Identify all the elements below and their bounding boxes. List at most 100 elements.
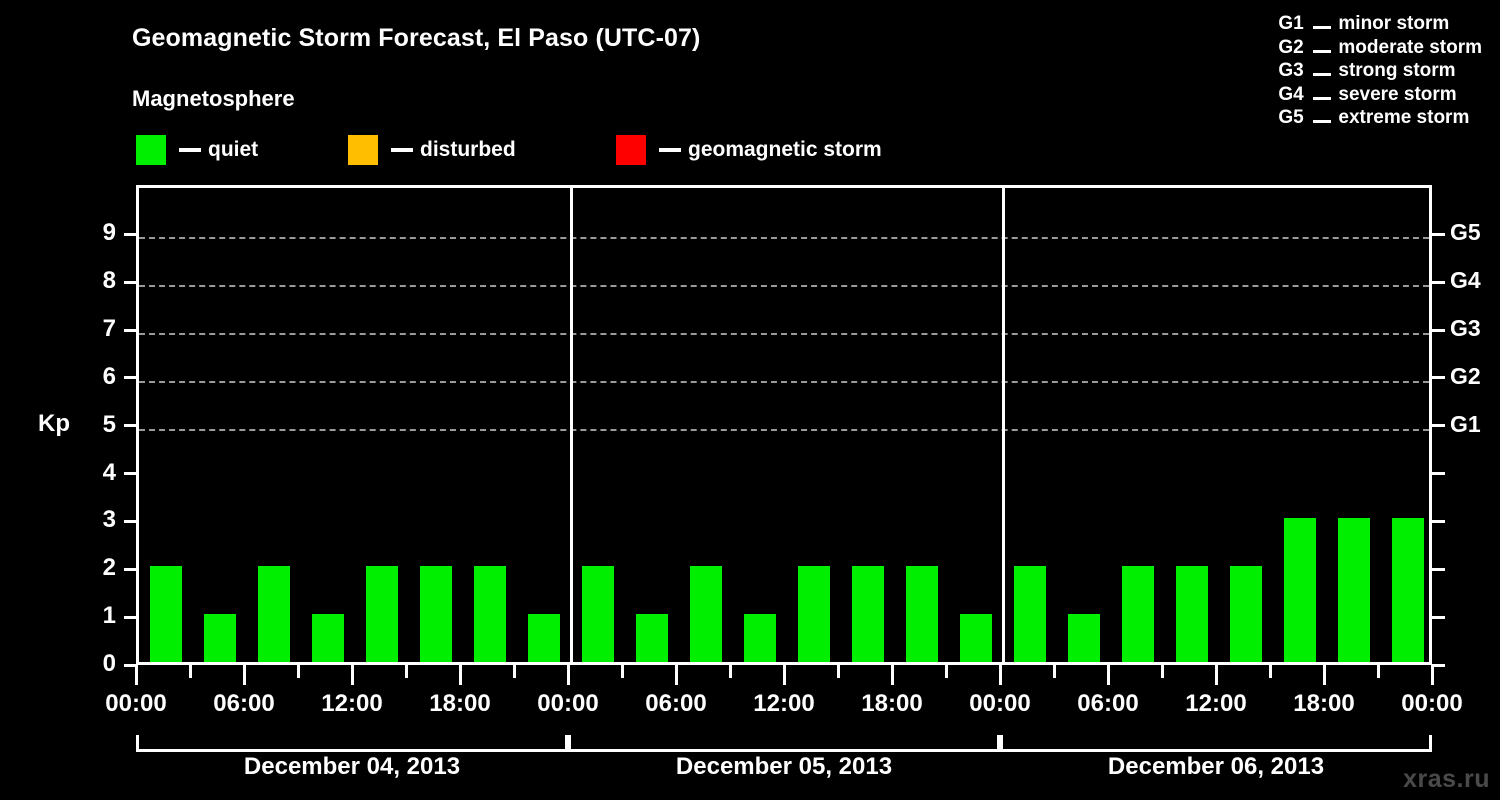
x-tick-mark-15 [944,665,948,678]
bar [581,566,615,662]
bar [635,614,669,662]
x-tick-label-5: 06:00 [645,690,707,717]
bar [851,566,885,662]
x-tick-mark-7 [512,665,516,678]
y-tick-label-9: 9 [102,219,116,247]
y-tick-label-8: 8 [102,267,116,295]
gscale-dash-icon [1313,96,1332,100]
day-label-2: December 05, 2013 [675,753,893,780]
y-right-tick-mark-5 [1432,424,1445,428]
y-right-tick-mark-7 [1432,328,1445,332]
bar [257,566,291,662]
y-right-tick-mark-0 [1432,663,1445,667]
y-right-tick-mark-2 [1432,567,1445,571]
bar [905,566,939,662]
bar [149,566,183,662]
legend-color-swatch [348,135,378,165]
y-right-tick-mark-6 [1432,376,1445,380]
bar [1067,614,1101,662]
x-tick-label-9: 06:00 [1077,690,1139,717]
gscale-legend-row-g2: G2 moderate storm [1278,36,1482,60]
gscale-code: G3 [1278,60,1304,81]
legend-item-1: disturbed [348,134,516,166]
y-tick-mark-1 [124,615,136,619]
y-tick-label-5: 5 [102,410,116,438]
y-tick-mark-8 [124,280,136,284]
y-tick-mark-3 [124,519,136,523]
x-tick-mark-23 [1376,665,1380,678]
x-tick-mark-10 [674,665,678,685]
x-tick-mark-21 [1268,665,1272,678]
x-tick-mark-13 [836,665,840,678]
x-tick-label-7: 18:00 [861,690,923,717]
x-tick-label-11: 18:00 [1293,690,1355,717]
y-tick-mark-0 [124,663,136,667]
x-tick-mark-1 [188,665,192,678]
y-tick-label-4: 4 [102,458,116,486]
x-tick-mark-9 [620,665,624,678]
x-tick-mark-22 [1322,665,1326,685]
gridline-kp-9 [139,237,1429,240]
y-tick-label-2: 2 [102,554,116,582]
bar [473,566,507,662]
g-tick-label-g4: G4 [1450,267,1481,294]
y-tick-mark-5 [124,424,136,428]
gscale-code: G1 [1278,13,1304,34]
day-bracket-1 [136,735,568,752]
x-tick-mark-3 [296,665,300,678]
y-tick-label-7: 7 [102,315,116,342]
gscale-dash-icon [1313,120,1332,123]
x-tick-mark-11 [728,665,732,678]
legend-dash-icon [179,148,201,152]
bar [1121,566,1155,662]
x-tick-mark-16 [998,665,1002,685]
gridline-kp-5 [139,428,1429,431]
x-tick-label-4: 00:00 [537,690,599,717]
x-tick-mark-6 [458,665,462,685]
legend-dash-icon [391,148,413,152]
x-tick-label-1: 06:00 [213,690,275,717]
gscale-legend-row-g4: G4 severe storm [1278,83,1482,107]
legend-item-label: disturbed [420,138,516,161]
y-tick-mark-7 [124,328,136,332]
bar [1229,566,1263,662]
bar [689,566,723,662]
bar [1391,518,1425,662]
bar [365,566,399,662]
legend-item-0: quiet [136,134,258,166]
legend-color-swatch [136,135,166,165]
series-title: Magnetosphere [132,86,295,111]
day-label-3: December 06, 2013 [1107,753,1325,780]
x-tick-mark-20 [1214,665,1218,685]
bar [743,614,777,662]
gscale-dash-icon [1313,73,1332,76]
page-title: Geomagnetic Storm Forecast, El Paso (UTC… [132,24,701,52]
x-tick-mark-0 [134,665,138,685]
y-tick-label-3: 3 [102,506,116,534]
gscale-description: severe storm [1338,83,1457,105]
gscale-code: G4 [1278,83,1304,105]
g-tick-label-g1: G1 [1450,410,1481,437]
gridline-kp-6 [139,380,1429,383]
y-tick-label-0: 0 [102,650,116,677]
x-tick-label-12: 00:00 [1401,690,1463,717]
gscale-dash-icon [1313,49,1332,53]
x-tick-label-0: 00:00 [105,690,167,717]
bar [1013,566,1047,662]
gscale-description: minor storm [1338,13,1450,34]
gscale-description: extreme storm [1338,107,1470,128]
bar [419,566,453,662]
y-tick-mark-6 [124,376,136,380]
day-separator-2 [1001,188,1005,662]
gridline-kp-8 [139,285,1429,288]
gscale-description: moderate storm [1338,36,1482,58]
x-tick-mark-24 [1430,665,1434,685]
x-tick-label-8: 00:00 [969,690,1031,717]
day-bracket-3 [1000,735,1432,752]
gscale-dash-icon [1313,26,1332,29]
x-tick-mark-8 [566,665,570,685]
gscale-description: strong storm [1338,60,1456,81]
bar [1337,518,1371,662]
x-tick-label-2: 12:00 [321,690,383,717]
y-tick-mark-2 [124,567,136,571]
